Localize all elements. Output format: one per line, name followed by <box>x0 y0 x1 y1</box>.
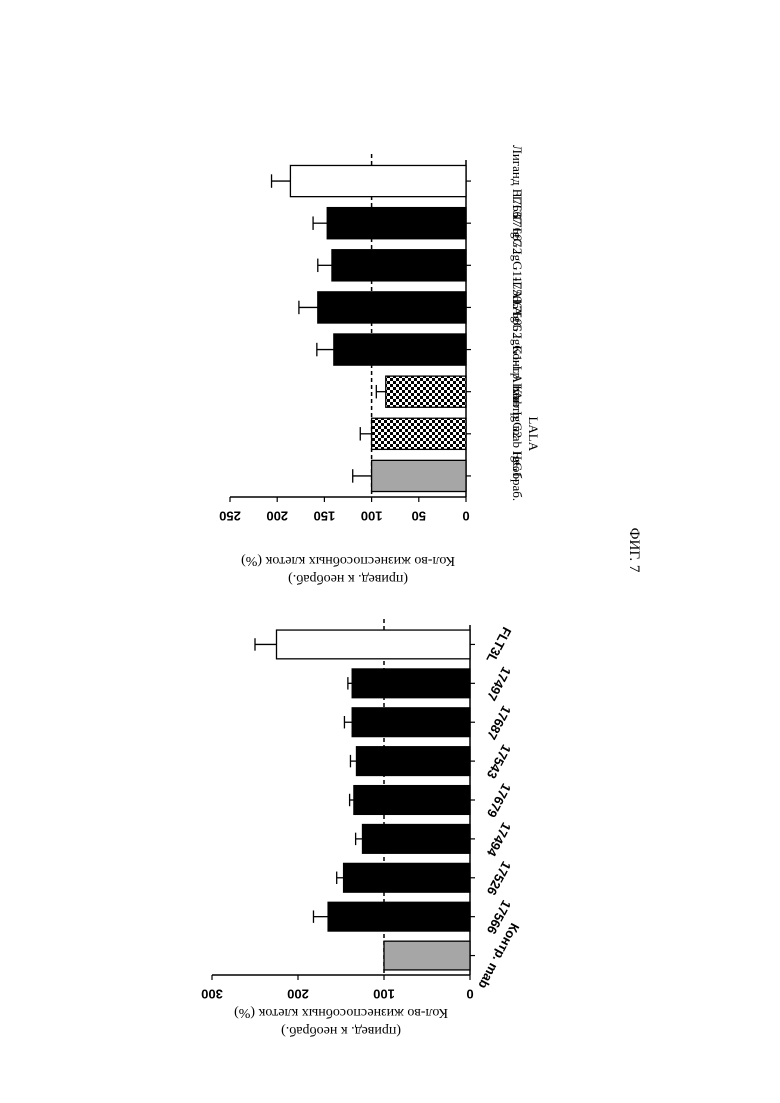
category-label: Лиганд FLT3 <box>510 145 525 217</box>
value-tick-label: 200 <box>266 509 288 524</box>
bar <box>386 376 466 407</box>
bar <box>290 165 466 196</box>
value-tick-label: 150 <box>314 509 336 524</box>
chart-1-group: 0 50 100 150 200 250 Кол-во жизнеспособных кле… <box>219 145 541 586</box>
value-tick-label: 50 <box>412 509 426 524</box>
bar <box>327 208 466 239</box>
value-tick-label: 0 <box>462 509 469 524</box>
bar <box>318 292 466 323</box>
value-axis-title-line: Кол-во жизнеспособных клеток (%) <box>241 553 455 568</box>
value-tick-label: 250 <box>219 509 241 524</box>
value-axis-title-line: (привед. к необраб.) <box>288 571 408 586</box>
bar <box>334 334 466 365</box>
value-tick-label: 100 <box>361 509 383 524</box>
bar <box>332 250 466 281</box>
bar <box>372 460 466 491</box>
bar <box>372 418 466 449</box>
figure-caption: ФИГ. 7 <box>624 520 644 580</box>
category-label: LALA <box>526 416 541 451</box>
